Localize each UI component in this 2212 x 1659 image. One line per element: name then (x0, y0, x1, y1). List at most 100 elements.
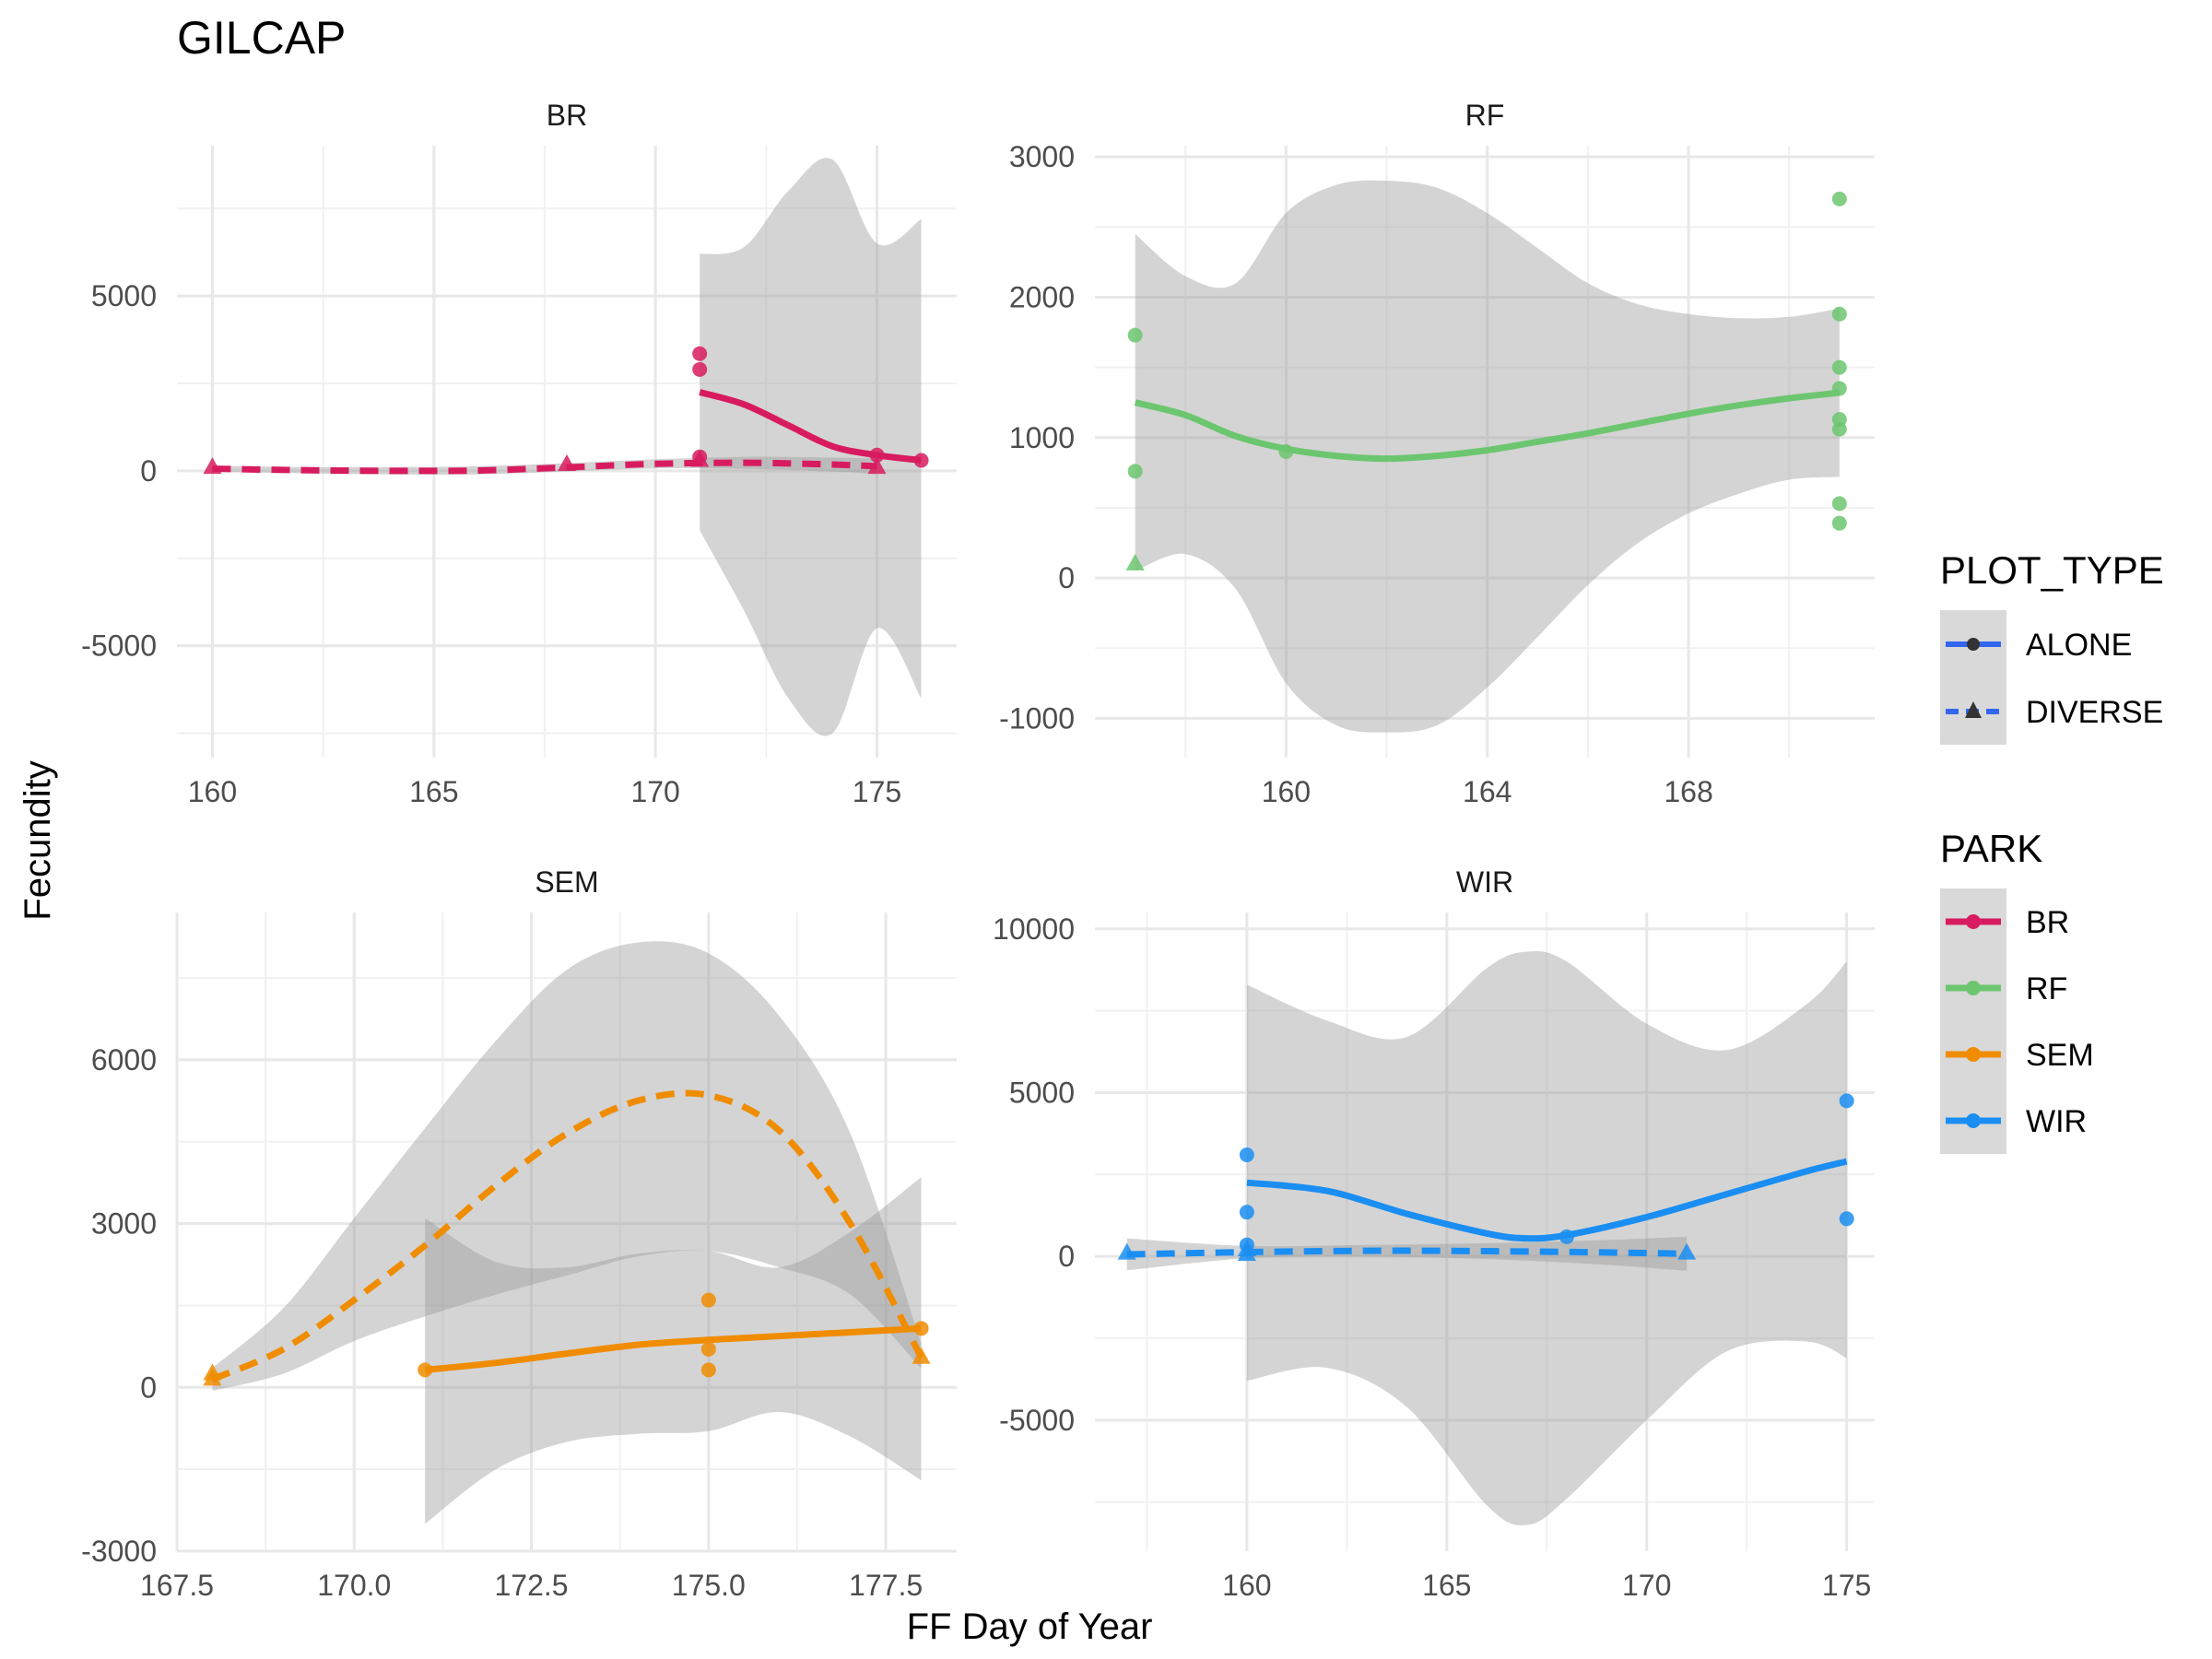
point-wir-alone (1239, 1147, 1254, 1162)
y-tick-label-rf: -1000 (999, 701, 1075, 735)
legend-key-dot-rf (1966, 981, 1981, 995)
legend-key-diverse-shape (1965, 701, 1982, 718)
y-tick-label-br: 5000 (91, 279, 157, 312)
panel-rf: RF 160 164 168 -1000 0 1000 2000 3000 (999, 99, 1875, 808)
x-tick-label-br: 170 (630, 775, 679, 808)
x-tick-label-sem: 175.0 (672, 1569, 746, 1602)
legend-key-br (1946, 914, 2001, 929)
panel-sem: SEM 167.5 170.0 172.5 175.0 177.5 -3000 0 3000 60… (81, 865, 957, 1602)
panel-wir: WIR 160 165 170 175 -5000 0 5000 10000 (993, 865, 1875, 1602)
legend-key-dot-sem (1966, 1047, 1981, 1062)
chart-title: GILCAP (177, 12, 346, 64)
y-tick-label-rf: 2000 (1009, 280, 1075, 313)
legend-key-alone (1946, 638, 2001, 651)
point-sem-alone (700, 1341, 716, 1357)
y-tick-label-wir: 0 (1058, 1240, 1075, 1273)
legend-key-dot-br (1966, 914, 1981, 929)
point-br-alone (913, 453, 929, 468)
x-tick-label-rf: 160 (1262, 775, 1311, 808)
y-tick-label-rf: 0 (1058, 561, 1075, 594)
point-rf-alone (1831, 359, 1847, 375)
legend-plot-type-keys-bg (1940, 610, 2006, 745)
y-tick-label-sem: 6000 (91, 1043, 157, 1077)
point-sem-alone (913, 1321, 929, 1336)
legend-label-wir: WIR (2026, 1104, 2087, 1139)
point-br-alone (692, 346, 708, 361)
legend-key-dot-wir (1966, 1113, 1981, 1128)
legend-label-diverse: DIVERSE (2026, 695, 2163, 730)
x-tick-label-sem: 170.0 (317, 1569, 391, 1602)
legend-plot-type-title: PLOT_TYPE (1940, 548, 2164, 592)
point-wir-alone (1839, 1093, 1854, 1109)
confidence-band-sem-diverse (212, 941, 922, 1391)
point-rf-alone (1831, 421, 1847, 437)
x-tick-label-wir: 175 (1822, 1569, 1871, 1602)
fit-line-wir-diverse (1126, 1247, 1688, 1258)
y-tick-label-sem: 3000 (91, 1207, 157, 1241)
y-tick-label-rf: 1000 (1009, 421, 1075, 454)
fit-line-br-alone (699, 389, 922, 464)
x-tick-label-sem: 167.5 (140, 1569, 214, 1602)
grid-sem (175, 912, 957, 1553)
point-rf-alone (1831, 191, 1847, 206)
point-rf-alone (1831, 515, 1847, 531)
x-tick-label-wir: 165 (1422, 1569, 1471, 1602)
y-tick-label-wir: 10000 (993, 912, 1075, 946)
point-wir-diverse (1677, 1242, 1697, 1260)
point-rf-alone (1831, 306, 1847, 322)
point-rf-diverse (1125, 553, 1145, 571)
panel-title-br: BR (547, 99, 587, 132)
x-tick-label-rf: 168 (1664, 775, 1712, 808)
x-tick-label-br: 160 (188, 775, 237, 808)
legend-key-diverse (1946, 701, 2001, 718)
point-sem-alone (700, 1362, 716, 1378)
confidence-band-rf-alone (1135, 180, 1840, 733)
legend-key-wir (1946, 1113, 2001, 1128)
confidence-band-br-alone (700, 158, 922, 736)
y-axis-label: Fecundity (18, 760, 58, 920)
point-sem-alone (700, 1292, 716, 1308)
fit-line-sem-alone (424, 1324, 922, 1373)
panel-title-rf: RF (1465, 99, 1505, 132)
panel-br: BR 160 165 170 175 -5000 0 5000 (81, 99, 957, 808)
panel-title-wir: WIR (1456, 865, 1513, 899)
legend-key-sem (1946, 1047, 2001, 1062)
x-tick-label-wir: 170 (1622, 1569, 1671, 1602)
x-tick-label-wir: 160 (1222, 1569, 1271, 1602)
point-rf-alone (1127, 327, 1143, 343)
y-tick-label-wir: -5000 (999, 1404, 1075, 1437)
point-sem-alone (418, 1362, 433, 1378)
y-tick-label-rf: 3000 (1009, 140, 1075, 173)
y-tick-label-wir: 5000 (1009, 1076, 1075, 1109)
x-axis-label: FF Day of Year (907, 1606, 1153, 1647)
legend-park-title: PARK (1940, 827, 2042, 870)
legend-label-sem: SEM (2026, 1038, 2094, 1073)
y-tick-label-br: 0 (140, 454, 157, 488)
legend-key-alone-shape (1967, 638, 1980, 651)
x-tick-label-rf: 164 (1463, 775, 1512, 808)
y-tick-label-sem: -3000 (81, 1535, 157, 1568)
fit-line-wir-alone (1246, 1158, 1848, 1242)
point-rf-alone (1127, 464, 1143, 479)
grid-wir (1095, 912, 1875, 1551)
panel-title-sem: SEM (535, 865, 598, 899)
legend: PLOT_TYPE ALONE DIVERSE PARK BR RF SEM WIR (1940, 548, 2164, 1154)
point-rf-alone (1831, 496, 1847, 512)
fit-line-rf-alone (1134, 389, 1841, 463)
legend-label-rf: RF (2026, 971, 2067, 1006)
legend-park-keys (1946, 914, 2001, 1128)
point-wir-alone (1839, 1211, 1854, 1227)
legend-park-keys-bg (1940, 888, 2006, 1154)
x-tick-label-br: 175 (853, 775, 901, 808)
x-tick-label-sem: 172.5 (495, 1569, 569, 1602)
y-tick-label-sem: 0 (140, 1371, 157, 1404)
legend-label-br: BR (2026, 905, 2069, 940)
confidence-band-sem-alone (425, 1177, 922, 1524)
x-tick-label-sem: 177.5 (849, 1569, 923, 1602)
fit-line-br-diverse (212, 459, 877, 475)
point-wir-alone (1239, 1205, 1254, 1220)
grid-rf (1095, 146, 1875, 758)
legend-label-alone: ALONE (2026, 628, 2132, 663)
point-br-alone (692, 361, 708, 377)
